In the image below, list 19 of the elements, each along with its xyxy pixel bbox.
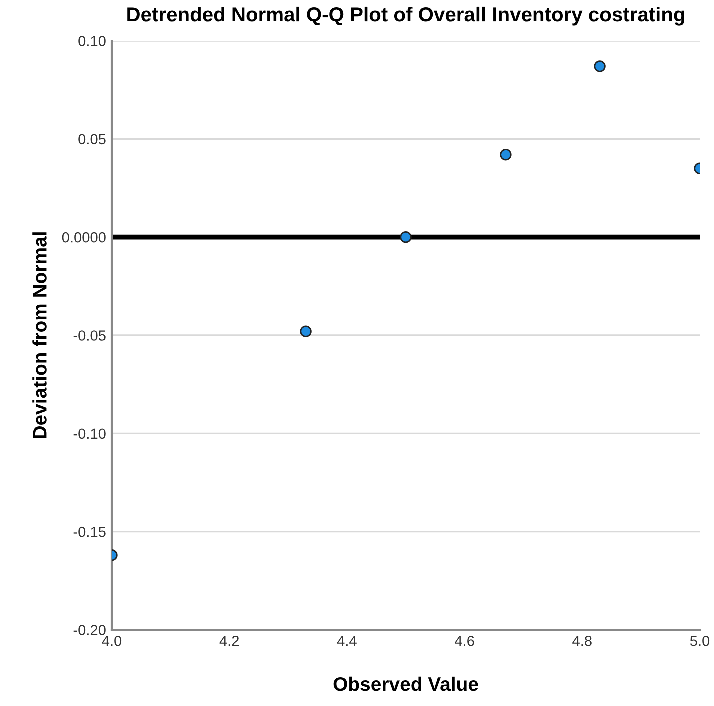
x-tick-label: 4.2 [220,636,240,646]
x-tick-label: 4.6 [455,636,474,646]
x-tick-label: 5.0 [690,636,710,646]
y-tick-label: 0.10 [78,36,106,46]
y-tick-label: -0.10 [74,428,106,440]
y-tick-label: 0.0000 [62,232,106,243]
y-tick-label: 0.05 [78,134,106,145]
y-tick-label: -0.20 [74,625,106,636]
x-tick-label: 4.0 [102,636,122,646]
y-axis-title: Deviation from Normal [32,232,47,438]
x-axis-title: Observed Value [334,676,478,692]
point [500,149,512,161]
x-tick-label: 4.8 [572,636,592,646]
point [400,231,412,244]
point [300,326,312,338]
y-tick-label: -0.05 [74,330,106,341]
chart-title: Detrended Normal Q-Q Plot of Overall Inventory costrating [128,6,684,26]
x-tick-label: 4.4 [337,636,357,646]
y-tick-label: -0.15 [74,526,106,538]
